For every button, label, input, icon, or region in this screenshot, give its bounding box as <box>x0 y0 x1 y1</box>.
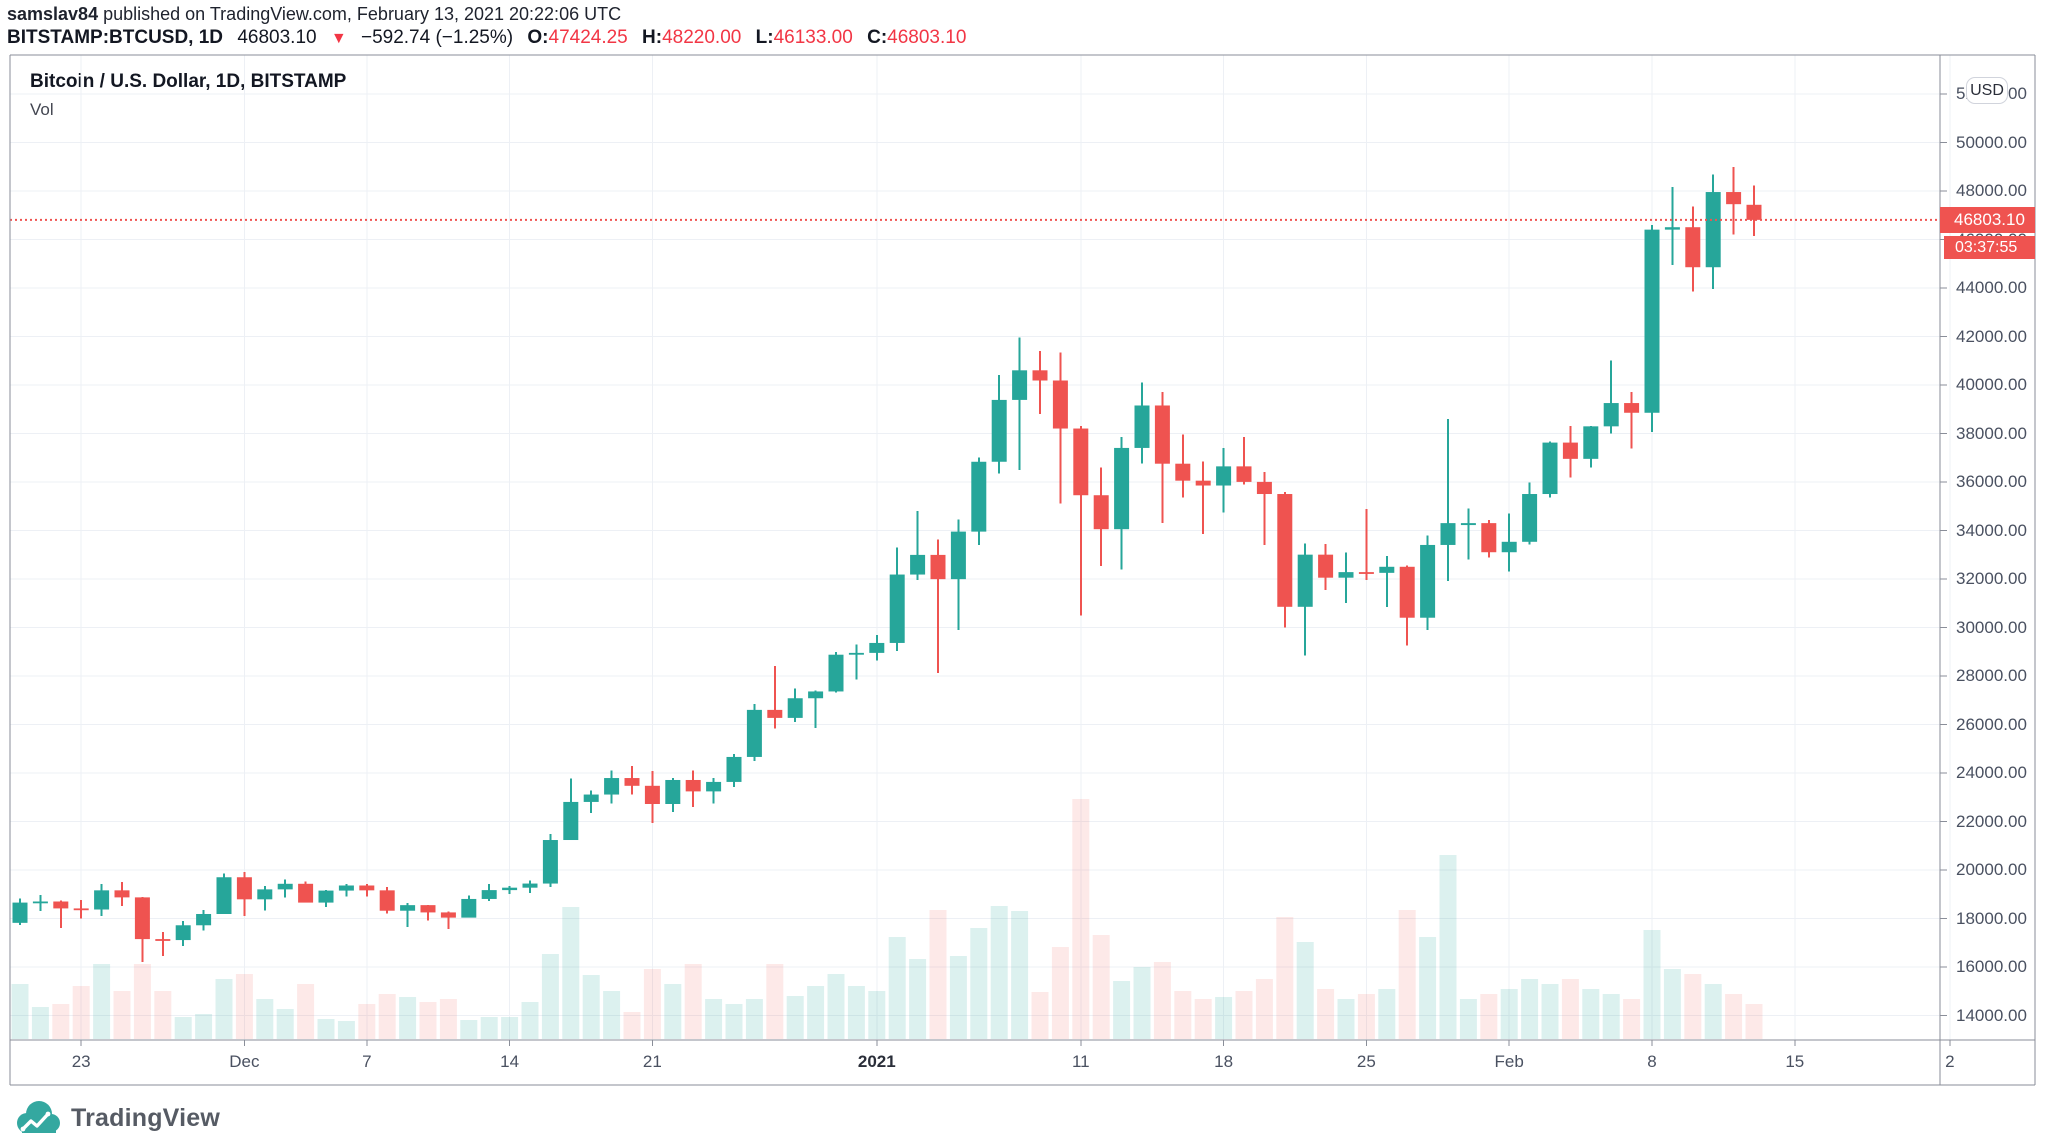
time-axis-label: 8 <box>1647 1052 1657 1071</box>
price-axis-label: 20000.00 <box>1956 860 2027 880</box>
time-axis-label: 11 <box>1071 1052 1090 1071</box>
tradingview-cloud-icon <box>17 1101 60 1133</box>
price-axis-label: 28000.00 <box>1956 666 2027 686</box>
close-value: 46803.10 <box>887 27 967 48</box>
time-axis-label: 25 <box>1356 1052 1376 1071</box>
price-axis-label: 32000.00 <box>1956 569 2027 589</box>
time-axis-label: 2 <box>1945 1052 1955 1071</box>
bar-countdown-badge: 03:37:55 <box>1944 235 2035 259</box>
publish-info: samslav84 published on TradingView.com, … <box>7 4 621 25</box>
symbol-info-bar: BITSTAMP:BTCUSD, 1D 46803.10 ▼ −592.74 (… <box>7 27 966 49</box>
tradingview-logo: TradingView <box>14 1100 220 1136</box>
current-price-badge: 46803.10 <box>1940 206 2035 233</box>
last-price: 46803.10 <box>237 27 317 48</box>
price-axis-label: 16000.00 <box>1956 957 2027 977</box>
price-axis-label: 22000.00 <box>1956 811 2027 831</box>
high-value: 48220.00 <box>662 27 742 48</box>
price-change: −592.74 (−1.25%) <box>360 27 514 48</box>
time-axis-label: 7 <box>362 1052 372 1071</box>
price-axis-label: 38000.00 <box>1956 423 2027 443</box>
open-value: 47424.25 <box>548 27 628 48</box>
price-axis-label: 14000.00 <box>1956 1006 2027 1025</box>
price-axis-label: 18000.00 <box>1956 908 2027 928</box>
price-axis-label: 36000.00 <box>1956 472 2027 492</box>
time-axis-label: Dec <box>229 1052 260 1071</box>
price-axis-label: 24000.00 <box>1956 763 2027 783</box>
time-axis-label: 21 <box>642 1052 662 1071</box>
close-label: C: <box>867 27 888 48</box>
chart-title: Bitcoin / U.S. Dollar, 1D, BITSTAMP <box>30 71 347 92</box>
low-label: L: <box>755 27 774 48</box>
tradingview-logo-text: TradingView <box>71 1103 221 1132</box>
publish-text: published on TradingView.com, February 1… <box>98 4 622 24</box>
price-axis-label: 26000.00 <box>1956 714 2027 734</box>
price-axis-label: 40000.00 <box>1956 375 2027 395</box>
author-name: samslav84 <box>7 4 99 24</box>
open-label: O: <box>527 27 549 48</box>
time-axis-label: 15 <box>1785 1052 1805 1071</box>
symbol-label: BITSTAMP:BTCUSD, 1D <box>7 27 224 48</box>
low-value: 46133.00 <box>773 27 853 48</box>
price-axis-label: 42000.00 <box>1956 326 2027 346</box>
volume-indicator-label: Vol <box>30 100 54 119</box>
currency-toggle-button[interactable]: USD <box>1966 77 2008 104</box>
time-axis-label: 2021 <box>857 1052 896 1071</box>
time-axis-label: 14 <box>500 1052 520 1071</box>
time-axis-label: 18 <box>1214 1052 1234 1071</box>
price-axis-label: 30000.00 <box>1956 617 2027 637</box>
time-axis-label: 23 <box>71 1052 91 1071</box>
high-label: H: <box>642 27 663 48</box>
time-axis-label: Feb <box>1494 1052 1524 1071</box>
down-arrow-icon: ▼ <box>330 30 347 47</box>
price-axis-label: 50000.00 <box>1956 132 2027 152</box>
price-axis-label: 34000.00 <box>1956 520 2027 540</box>
price-axis-label: 44000.00 <box>1956 278 2027 298</box>
price-axis-label: 48000.00 <box>1956 181 2027 201</box>
